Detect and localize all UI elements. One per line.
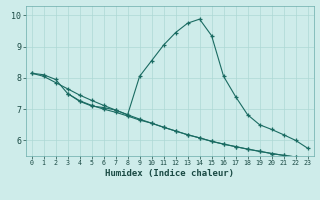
X-axis label: Humidex (Indice chaleur): Humidex (Indice chaleur) xyxy=(105,169,234,178)
